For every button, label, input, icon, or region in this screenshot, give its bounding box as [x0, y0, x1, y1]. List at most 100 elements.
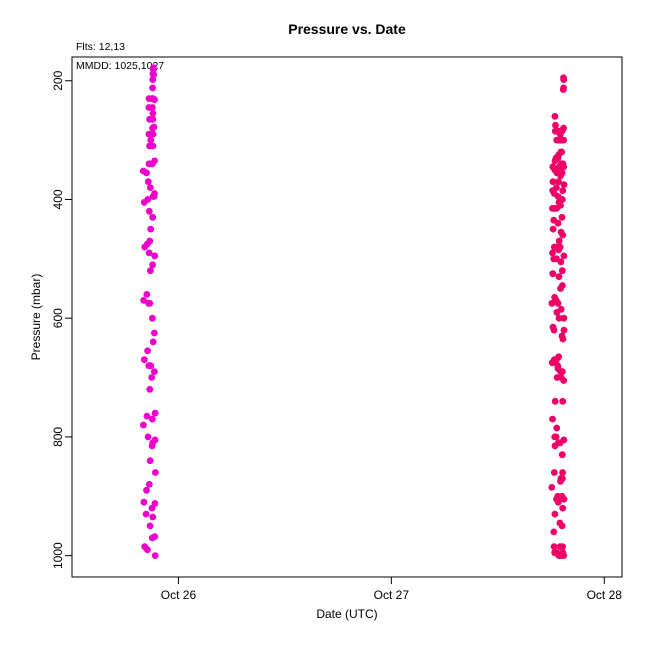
- data-point-series-2: [560, 181, 568, 189]
- data-point-series-2: [560, 84, 567, 92]
- data-point-series-2: [558, 522, 566, 530]
- data-point-series-1: [144, 196, 152, 203]
- data-point-series-1: [144, 546, 151, 554]
- data-point-series-1: [143, 486, 150, 494]
- data-point-series-2: [549, 178, 557, 186]
- y-tick-label: 600: [51, 308, 65, 328]
- data-point-series-1: [151, 552, 159, 559]
- data-point-series-2: [559, 543, 566, 551]
- data-point-series-1: [146, 237, 154, 245]
- data-point-series-2: [558, 451, 566, 459]
- y-axis-label: Pressure (mbar): [29, 274, 43, 361]
- data-point-series-1: [150, 71, 158, 79]
- data-point-series-2: [557, 202, 564, 209]
- data-point-series-2: [554, 498, 562, 506]
- data-point-series-2: [555, 273, 563, 280]
- data-point-series-2: [552, 433, 560, 441]
- plot-frame: [71, 56, 623, 578]
- data-point-series-1: [151, 157, 159, 165]
- data-point-series-2: [555, 314, 563, 322]
- data-point-series-2: [559, 469, 566, 476]
- data-point-series-2: [560, 326, 568, 334]
- data-point-series-2: [560, 495, 568, 503]
- data-point-series-1: [145, 481, 153, 488]
- data-point-series-2: [559, 335, 567, 343]
- data-point-series-1: [151, 329, 158, 337]
- data-point-series-2: [560, 377, 568, 384]
- data-point-series-1: [140, 356, 148, 364]
- data-point-series-1: [147, 184, 154, 192]
- data-point-series-2: [554, 299, 562, 307]
- data-point-series-1: [149, 115, 157, 123]
- data-point-series-2: [552, 121, 559, 129]
- data-point-series-1: [148, 442, 156, 450]
- data-point-series-1: [143, 169, 150, 177]
- x-tick-label: Oct 27: [374, 588, 410, 602]
- data-point-series-2: [553, 184, 560, 192]
- data-point-series-1: [149, 142, 157, 150]
- data-points: [139, 64, 568, 559]
- data-point-series-2: [558, 196, 566, 203]
- data-point-series-1: [151, 368, 158, 375]
- data-point-series-1: [144, 347, 152, 355]
- data-point-series-1: [147, 225, 155, 233]
- data-point-series-1: [151, 96, 158, 104]
- data-point-series-1: [151, 533, 159, 540]
- data-point-series-2: [549, 415, 556, 423]
- data-point-series-2: [550, 543, 558, 551]
- data-point-series-1: [149, 104, 156, 111]
- mmdd-annotation: MMDD: 1025,1027: [76, 60, 164, 72]
- data-point-series-2: [550, 326, 558, 334]
- y-tick-label: 400: [51, 189, 65, 209]
- data-point-series-2: [551, 397, 559, 405]
- data-point-series-2: [560, 552, 568, 559]
- data-point-series-2: [560, 163, 568, 171]
- data-point-series-1: [149, 513, 157, 521]
- data-point-series-2: [554, 219, 562, 227]
- data-point-series-2: [559, 282, 566, 289]
- data-point-series-1: [144, 178, 152, 186]
- data-point-series-1: [145, 207, 153, 215]
- data-point-series-1: [147, 136, 155, 144]
- data-point-series-2: [549, 225, 557, 233]
- data-point-series-2: [550, 528, 558, 536]
- data-point-series-2: [551, 113, 559, 120]
- x-axis-label: Date (UTC): [316, 607, 377, 621]
- data-point-series-2: [559, 187, 567, 195]
- data-point-series-1: [148, 374, 156, 381]
- chart-title: Pressure vs. Date: [288, 21, 406, 37]
- x-tick-label: Oct 28: [587, 588, 623, 602]
- x-tick-label: Oct 26: [161, 588, 197, 602]
- data-point-series-2: [555, 178, 562, 186]
- data-point-series-1: [149, 110, 157, 117]
- data-point-series-2: [555, 353, 562, 361]
- data-point-series-1: [151, 500, 159, 507]
- data-point-series-1: [140, 498, 148, 506]
- data-point-series-1: [148, 415, 156, 423]
- data-point-series-2: [560, 314, 568, 322]
- data-point-series-1: [151, 190, 158, 197]
- data-point-series-2: [557, 305, 565, 313]
- data-point-series-2: [558, 148, 566, 156]
- data-point-series-2: [556, 243, 564, 251]
- data-point-series-2: [555, 237, 563, 245]
- data-point-series-2: [559, 368, 566, 375]
- data-point-series-2: [548, 484, 556, 491]
- data-point-series-1: [147, 267, 154, 275]
- data-point-series-2: [559, 504, 567, 512]
- data-point-series-2: [560, 252, 568, 260]
- data-point-series-2: [559, 397, 567, 405]
- data-point-series-1: [147, 362, 155, 370]
- data-point-series-2: [558, 213, 566, 221]
- y-tick-label: 800: [51, 427, 65, 447]
- data-point-series-1: [149, 84, 157, 92]
- data-point-series-2: [554, 154, 562, 162]
- data-point-series-1: [146, 522, 154, 530]
- data-point-series-1: [150, 123, 158, 131]
- data-point-series-2: [558, 267, 566, 275]
- y-tick-label: 200: [51, 70, 65, 90]
- data-point-series-2: [560, 136, 568, 144]
- data-point-series-1: [146, 299, 154, 307]
- data-point-series-1: [151, 409, 159, 417]
- data-point-series-1: [140, 297, 148, 304]
